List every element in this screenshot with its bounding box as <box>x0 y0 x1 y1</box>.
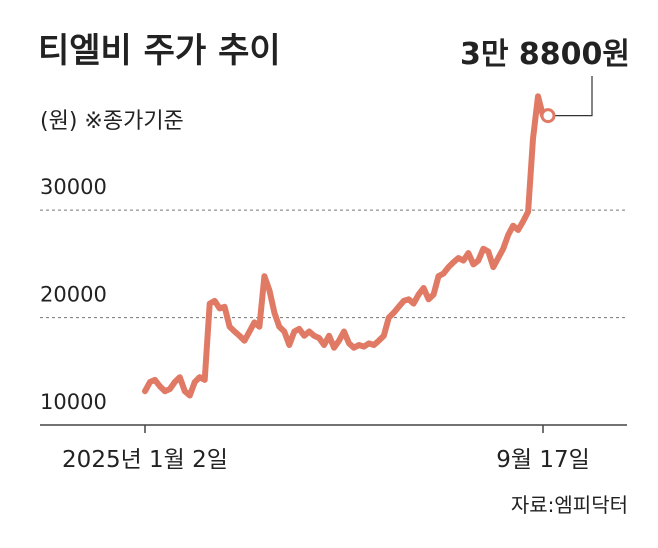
source: 자료:엠피닥터 <box>511 493 628 517</box>
leader-line <box>551 76 593 117</box>
y-tick-label: 20000 <box>40 283 107 307</box>
annotation: 3만 8800원 <box>460 37 630 72</box>
x-tick-label: 2025년 1월 2일 <box>62 447 228 473</box>
unit-note: (원) ※종가기준 <box>40 109 184 134</box>
y-tick-label: 30000 <box>40 175 107 199</box>
x-tick-label: 9월 17일 <box>496 447 590 473</box>
last-point <box>540 108 556 124</box>
price-line <box>142 93 546 399</box>
y-tick-label: 10000 <box>40 390 107 414</box>
chart-title: 티엘비 주가 추이 <box>38 31 281 71</box>
